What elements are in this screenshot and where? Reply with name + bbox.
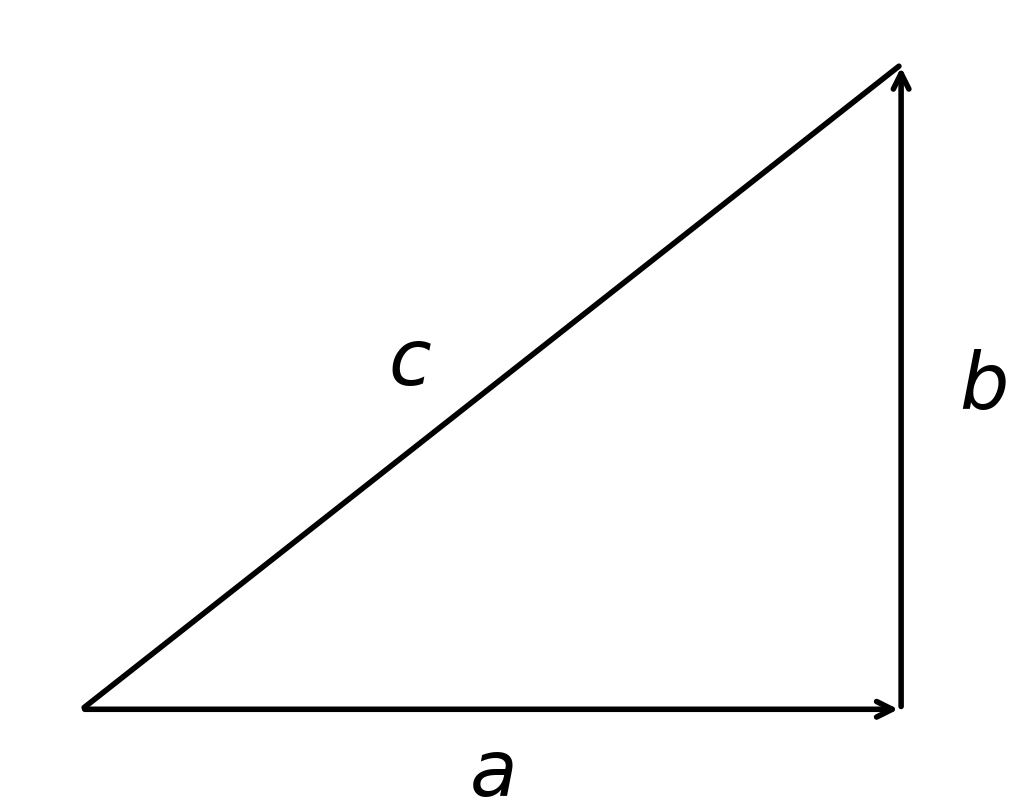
- Text: $a$: $a$: [469, 736, 514, 806]
- Text: $b$: $b$: [959, 349, 1007, 425]
- Text: $c$: $c$: [388, 325, 431, 401]
